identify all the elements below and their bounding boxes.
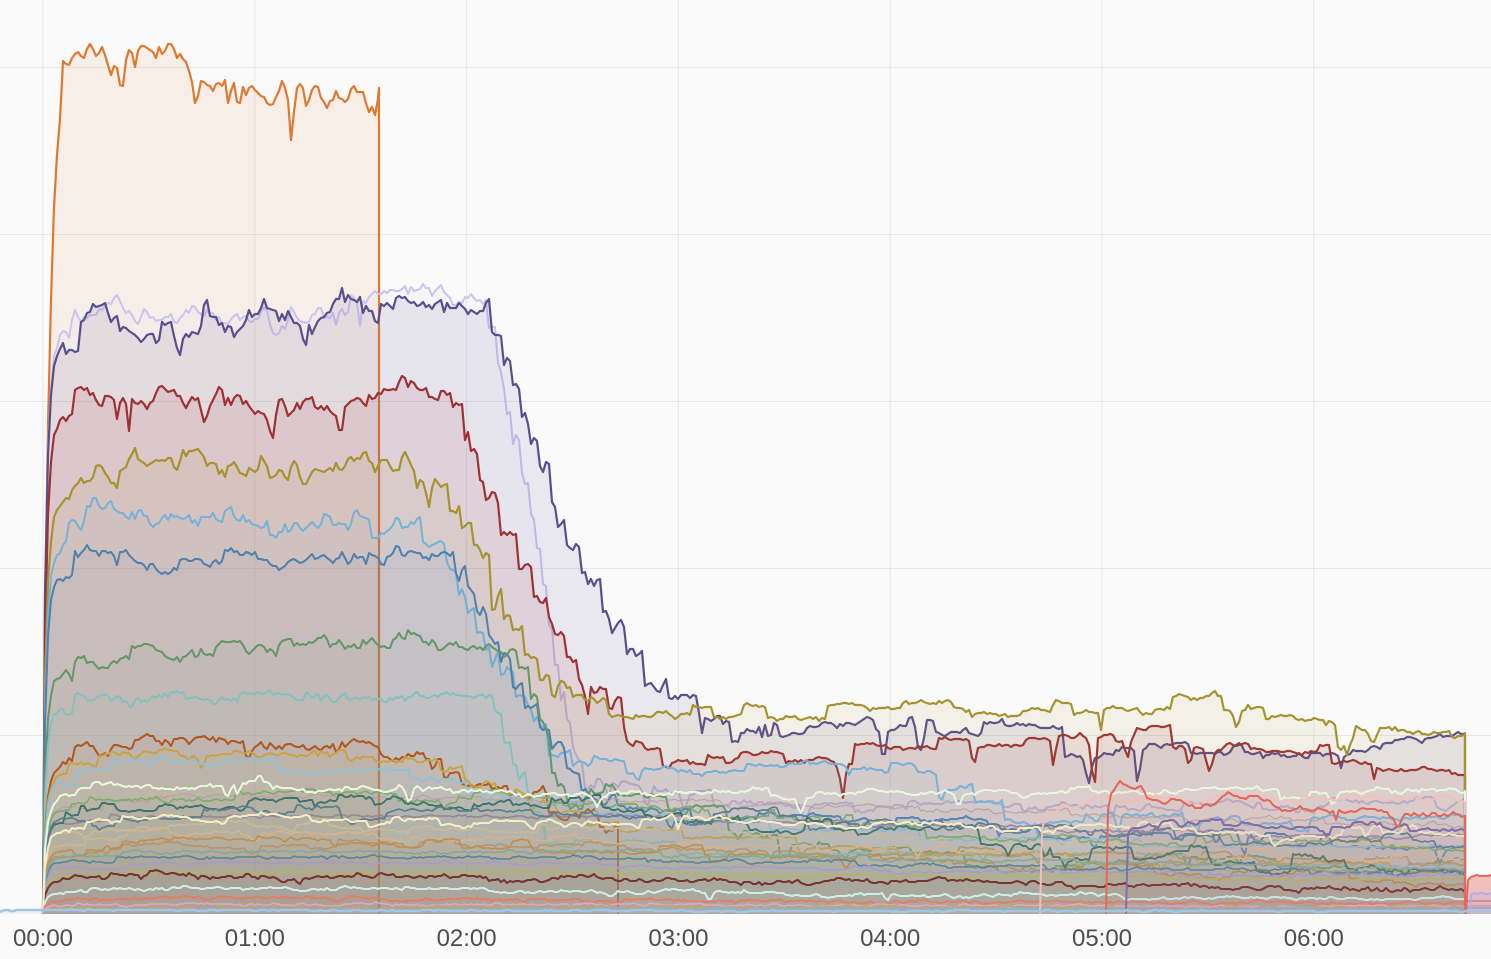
svg-text:02:00: 02:00 [437, 925, 497, 952]
svg-text:05:00: 05:00 [1072, 925, 1132, 952]
svg-text:06:00: 06:00 [1284, 925, 1344, 952]
svg-text:00:00: 00:00 [13, 925, 73, 952]
svg-text:03:00: 03:00 [648, 925, 708, 952]
svg-text:04:00: 04:00 [860, 925, 920, 952]
svg-text:01:00: 01:00 [225, 925, 285, 952]
